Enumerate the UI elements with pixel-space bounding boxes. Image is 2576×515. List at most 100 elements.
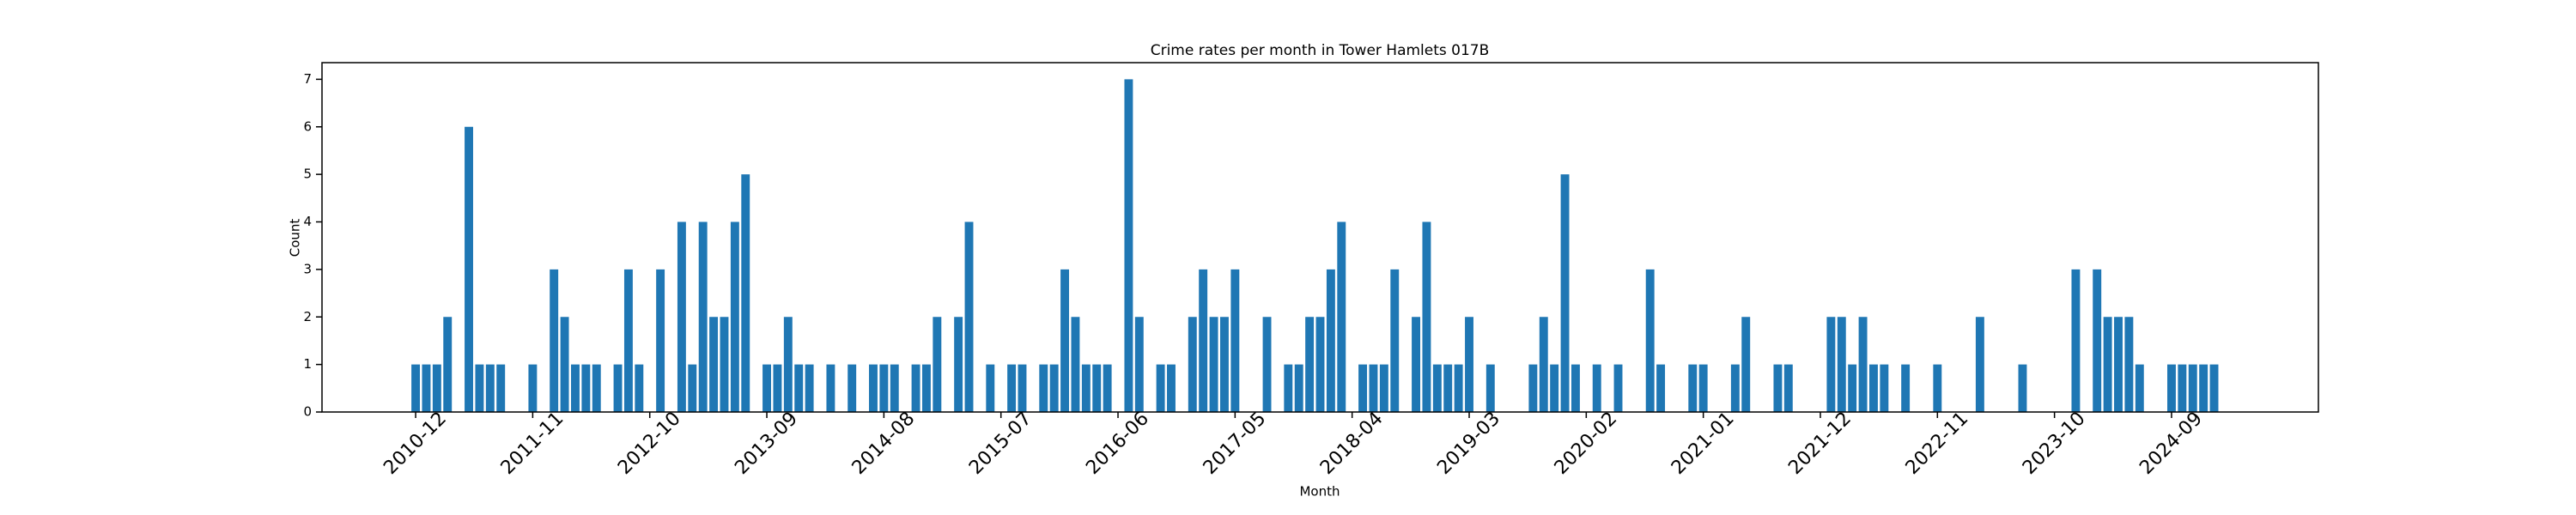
bar (826, 364, 835, 412)
bar (1868, 364, 1878, 412)
bar (730, 221, 739, 412)
bar (1443, 364, 1453, 412)
bar (762, 364, 772, 412)
bar (1379, 364, 1388, 412)
bar (1571, 364, 1580, 412)
x-tick-label: 2015-07 (965, 408, 1036, 479)
bar (1412, 317, 1420, 412)
bar (411, 364, 421, 412)
chart-title: Crime rates per month in Tower Hamlets 0… (1151, 42, 1490, 59)
bar (1358, 364, 1368, 412)
bar (623, 269, 633, 412)
bar (613, 364, 623, 412)
bar (1592, 364, 1601, 412)
bar (2167, 364, 2176, 412)
bar (1645, 269, 1655, 412)
y-tick-label: 5 (303, 167, 312, 182)
bar (986, 364, 995, 412)
bar (1060, 269, 1070, 412)
bar (560, 317, 569, 412)
bar (1741, 317, 1751, 412)
bar (1485, 364, 1495, 412)
bar (1315, 317, 1325, 412)
bar (933, 317, 942, 412)
bar (422, 364, 431, 412)
bar (2124, 317, 2134, 412)
bar (2114, 317, 2123, 412)
bar (1550, 364, 1559, 412)
bar (1262, 317, 1272, 412)
x-tick-label: 2013-09 (731, 408, 802, 479)
bar (475, 364, 484, 412)
bar (1730, 364, 1740, 412)
bar (911, 364, 920, 412)
bar (571, 364, 580, 412)
bar (1837, 317, 1846, 412)
bar (443, 317, 453, 412)
x-tick-label: 2019-03 (1433, 408, 1504, 479)
bar (465, 126, 473, 412)
bar (921, 364, 931, 412)
bar (1560, 174, 1570, 412)
bar (869, 364, 878, 412)
x-tick-label: 2010-12 (380, 408, 451, 479)
bar (1826, 317, 1836, 412)
bar (1188, 317, 1197, 412)
x-tick-label: 2012-10 (614, 408, 685, 479)
bar (688, 364, 697, 412)
bar (1422, 221, 1431, 412)
bar (1880, 364, 1889, 412)
bar (1858, 317, 1868, 412)
bar (2199, 364, 2208, 412)
bar (1528, 364, 1538, 412)
bar (1209, 317, 1218, 412)
bar (1975, 317, 1984, 412)
y-tick-label: 2 (303, 309, 312, 324)
bar (698, 221, 708, 412)
bar (1613, 364, 1623, 412)
bar (848, 364, 857, 412)
bar (1156, 364, 1165, 412)
bar (432, 364, 441, 412)
x-tick-label: 2021-12 (1784, 408, 1856, 479)
bar (1933, 364, 1942, 412)
bar (1284, 364, 1293, 412)
x-tick-label: 2011-11 (497, 408, 568, 479)
bar (1081, 364, 1091, 412)
bar (2178, 364, 2187, 412)
bar (1167, 364, 1176, 412)
bar (1337, 221, 1346, 412)
bar (1698, 364, 1708, 412)
y-axis-label: Count (288, 219, 303, 258)
bar (485, 364, 495, 412)
x-tick-label: 2020-02 (1551, 408, 1622, 479)
bar (1230, 269, 1240, 412)
bar (2018, 364, 2027, 412)
x-tick-label: 2021-01 (1668, 408, 1739, 479)
x-tick-label: 2017-05 (1200, 408, 1271, 479)
y-tick-label: 1 (303, 356, 312, 372)
bar (677, 221, 686, 412)
bar (1539, 317, 1548, 412)
bar (1134, 317, 1144, 412)
bar (709, 317, 719, 412)
bar (528, 364, 538, 412)
bar (1220, 317, 1229, 412)
bar (1369, 364, 1378, 412)
y-tick-label: 0 (303, 404, 312, 420)
bar (656, 269, 665, 412)
x-tick-label: 2022-11 (1902, 408, 1973, 479)
x-tick-label: 2018-04 (1316, 408, 1388, 479)
bar (1092, 364, 1102, 412)
bar (1071, 317, 1080, 412)
y-tick-label: 6 (303, 118, 312, 134)
bar (581, 364, 591, 412)
x-tick-label: 2023-10 (2019, 408, 2090, 479)
bar (1390, 269, 1400, 412)
bar (550, 269, 559, 412)
bar (1432, 364, 1442, 412)
bar (1656, 364, 1666, 412)
x-tick-label: 2024-09 (2136, 408, 2207, 479)
bar (1454, 364, 1463, 412)
bar (1465, 317, 1473, 412)
